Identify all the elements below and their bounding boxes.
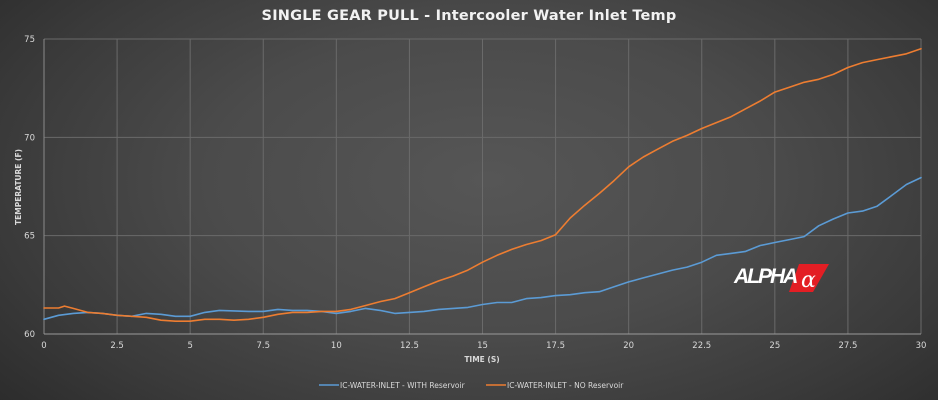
legend-item-no-reservoir[interactable]: IC-WATER-INLET - NO Reservoir [486,381,624,390]
axes [43,39,921,335]
gridlines [44,38,922,334]
legend-label-with-reservoir: IC-WATER-INLET - WITH Reservoir [340,381,466,390]
x-tick-label: 22.5 [692,341,711,351]
y-tick-label: 60 [24,330,35,340]
series-line-no-reservoir [43,47,922,323]
legend-label-no-reservoir: IC-WATER-INLET - NO Reservoir [507,381,624,390]
x-tick-label: 27.5 [838,341,857,351]
logo-text: ALPHA [733,265,797,288]
x-tick-label: 7.5 [256,341,270,351]
x-tick-label: 5 [187,341,192,351]
legend: IC-WATER-INLET - WITH Reservoir IC-WATER… [319,381,624,390]
x-tick-label: 30 [916,341,927,351]
x-tick-label: 2.5 [110,341,124,351]
x-tick-label: 12.5 [400,341,419,351]
logo-red-parallelogram [789,264,829,292]
y-axis-title: TEMPERATURE (F) [14,149,23,225]
y-tick-label: 70 [24,133,35,143]
legend-item-with-reservoir[interactable]: IC-WATER-INLET - WITH Reservoir [319,381,466,390]
x-tick-label: 10 [331,341,342,351]
series-lines [43,47,922,323]
tick-labels: 0 2.5 5 7.5 10 12.5 15 17.5 20 22.5 25 27.5 30 60 65 70… [24,35,926,351]
x-tick-label: 25 [769,341,780,351]
chart-title: SINGLE GEAR PULL - Intercooler Water Inl… [261,8,677,24]
logo-alpha-symbol: α [801,268,816,292]
x-tick-label: 15 [477,341,488,351]
x-tick-label: 0 [41,341,46,351]
x-tick-label: 17.5 [546,341,565,351]
x-axis-title: TIME (S) [464,355,499,364]
series-line-with-reservoir [43,176,922,321]
y-tick-label: 75 [24,35,35,45]
alpha-logo: ALPHA α [733,264,829,292]
y-tick-label: 65 [24,232,35,242]
x-tick-label: 20 [623,341,634,351]
